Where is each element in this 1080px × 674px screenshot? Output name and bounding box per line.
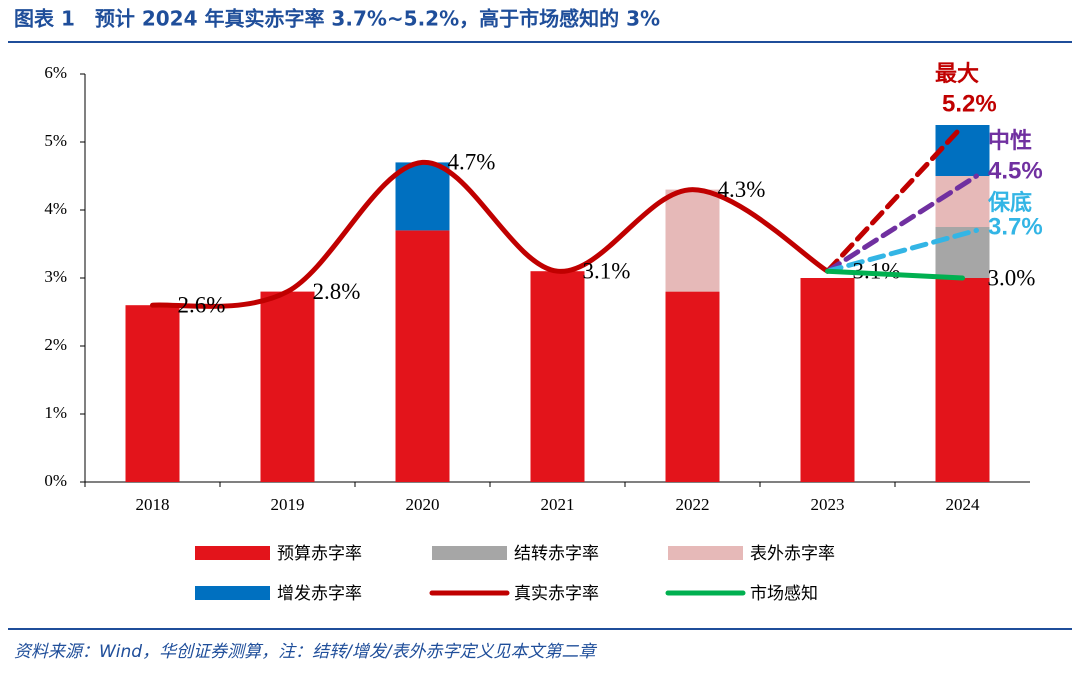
data-label: 2.6% (178, 292, 226, 317)
scenario-value: 4.5% (988, 157, 1043, 184)
x-tick-label: 2022 (676, 495, 710, 514)
data-label: 3.1% (583, 258, 631, 283)
y-tick-label: 5% (44, 131, 67, 150)
line-series (825, 268, 965, 281)
y-tick-label: 4% (44, 199, 67, 218)
x-tick-label: 2018 (136, 495, 170, 514)
legend-swatch (195, 546, 270, 560)
x-tick-label: 2021 (541, 495, 575, 514)
scenario-dash (825, 173, 979, 274)
scenario-dash (825, 227, 979, 274)
bar-segment (530, 271, 585, 482)
y-tick-label: 3% (44, 267, 67, 286)
x-tick-label: 2023 (811, 495, 845, 514)
bar-segment (665, 291, 720, 482)
bar-segment (260, 291, 315, 482)
y-tick-label: 1% (44, 403, 67, 422)
bar-segment (395, 230, 450, 482)
legend-label: 增发赤字率 (277, 584, 362, 604)
legend-swatch (195, 586, 270, 600)
bar-segment (395, 162, 450, 231)
legend-swatch (668, 546, 743, 560)
legend-swatch (432, 546, 507, 560)
legend-label: 表外赤字率 (750, 544, 835, 564)
legend-label: 市场感知 (750, 584, 818, 604)
y-tick-label: 2% (44, 335, 67, 354)
legend-label: 预算赤字率 (277, 544, 362, 564)
legend-label: 真实赤字率 (514, 584, 599, 604)
legend-label: 结转赤字率 (514, 544, 599, 564)
scenario-name: 最大 (935, 62, 979, 87)
x-tick-label: 2020 (406, 495, 440, 514)
x-tick-label: 2019 (271, 495, 305, 514)
line-series (150, 159, 830, 309)
scenario-name: 中性 (988, 129, 1032, 154)
y-tick-label: 0% (44, 471, 67, 490)
x-tick-label: 2024 (946, 495, 981, 514)
bar-segment (935, 125, 990, 176)
scenario-value: 3.7% (988, 213, 1043, 240)
chart-title: 图表 1 预计 2024 年真实赤字率 3.7%~5.2%，高于市场感知的 3% (14, 7, 660, 31)
data-label: 3.0% (988, 265, 1036, 290)
scenario-name: 保底 (987, 190, 1032, 216)
y-tick-label: 6% (44, 63, 67, 82)
bar-segment (665, 189, 720, 292)
bar-segment (125, 305, 180, 482)
data-label: 4.7% (448, 150, 496, 175)
bar-segment (800, 278, 855, 482)
data-label: 4.3% (718, 177, 766, 202)
scenario-value: 5.2% (942, 90, 997, 117)
bar-segment (935, 278, 990, 482)
data-label: 2.8% (313, 279, 361, 304)
scenario-dash (825, 125, 963, 274)
source-note: 资料来源：Wind，华创证券测算，注：结转/增发/表外赤字定义见本文第二章 (14, 642, 598, 662)
